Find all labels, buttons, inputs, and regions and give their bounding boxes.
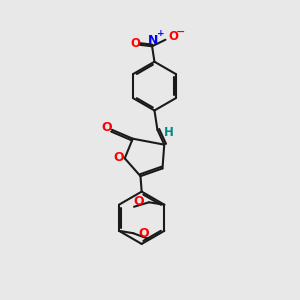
Text: O: O — [168, 30, 178, 43]
Text: O: O — [133, 195, 143, 208]
Text: +: + — [157, 29, 164, 38]
Text: O: O — [139, 227, 149, 240]
Text: O: O — [101, 121, 112, 134]
Text: H: H — [164, 126, 174, 139]
Text: N: N — [148, 34, 158, 47]
Text: −: − — [176, 27, 186, 37]
Text: O: O — [130, 38, 140, 50]
Text: O: O — [113, 151, 124, 164]
